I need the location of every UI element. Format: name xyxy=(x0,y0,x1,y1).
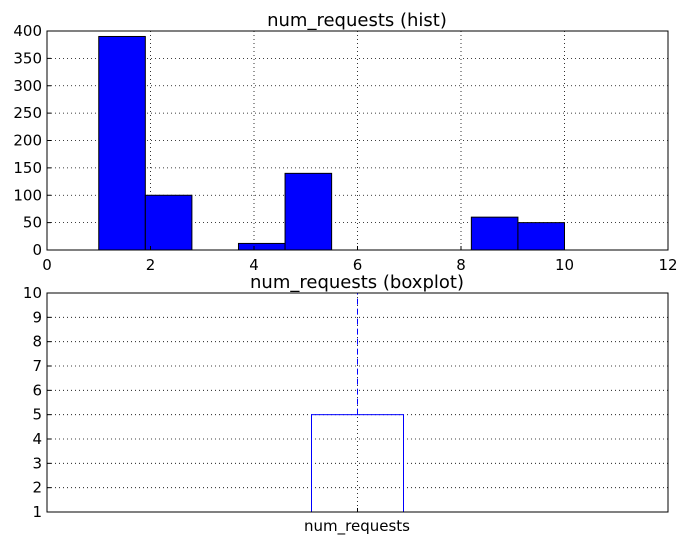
histogram-y-tick-label: 150 xyxy=(13,159,42,177)
histogram-bar xyxy=(144,194,193,251)
histogram-x-tick-label: 12 xyxy=(658,256,677,274)
histogram-x-tick-label: 2 xyxy=(146,256,156,274)
histogram-y-tick-label: 50 xyxy=(23,214,42,232)
histogram-axes: num_requests (hist) 0 2 4 6 8 10 12 0 50 100 150 2… xyxy=(13,10,677,274)
histogram-y-tick-label: 300 xyxy=(13,77,42,95)
boxplot-y-tick-label: 2 xyxy=(32,479,42,497)
histogram-x-ticks: 0 2 4 6 8 10 12 xyxy=(42,246,678,274)
histogram-title: num_requests (hist) xyxy=(267,10,447,31)
histogram-x-tick-label: 8 xyxy=(456,256,466,274)
boxplot-y-tick-label: 7 xyxy=(32,357,42,375)
histogram-y-tick-label: 250 xyxy=(13,104,42,122)
boxplot-frame xyxy=(46,292,669,513)
histogram-y-tick-label: 350 xyxy=(13,49,42,67)
histogram-x-tick-label: 0 xyxy=(42,256,52,274)
boxplot-y-tick-label: 9 xyxy=(32,308,42,326)
boxplot-title: num_requests (boxplot) xyxy=(250,272,464,293)
histogram-y-tick-label: 0 xyxy=(32,241,42,259)
histogram-bar xyxy=(98,35,146,251)
boxplot-y-ticks: 1 2 3 4 5 6 7 8 9 10 xyxy=(23,284,51,521)
boxplot-y-tick-label: 3 xyxy=(32,454,42,472)
boxplot-y-tick-label: 5 xyxy=(32,406,42,424)
boxplot-y-tick-label: 8 xyxy=(32,333,42,351)
boxplot-y-tick-label: 1 xyxy=(32,503,42,521)
boxplot-y-tick-label: 6 xyxy=(32,381,42,399)
histogram-y-tick-label: 200 xyxy=(13,132,42,150)
histogram-y-tick-label: 400 xyxy=(13,22,42,40)
histogram-bar xyxy=(517,222,565,251)
boxplot-axes: 1 2 3 4 5 6 7 8 9 10 num_requests num_requests (b… xyxy=(23,272,669,536)
histogram-bar xyxy=(470,216,519,251)
histogram-grid xyxy=(47,31,668,250)
histogram-bar xyxy=(237,242,286,251)
histogram-x-tick-label: 6 xyxy=(353,256,363,274)
histogram-x-tick-label: 10 xyxy=(555,256,574,274)
histogram-x-tick-label: 4 xyxy=(249,256,259,274)
boxplot-category-label: num_requests xyxy=(304,517,410,536)
histogram-y-ticks: 0 50 100 150 200 250 300 350 400 xyxy=(13,22,51,259)
histogram-bar xyxy=(284,172,333,251)
boxplot-y-tick-label: 4 xyxy=(32,430,42,448)
histogram-bars xyxy=(98,35,565,251)
boxplot-y-tick-label: 10 xyxy=(23,284,42,302)
histogram-y-tick-label: 100 xyxy=(13,186,42,204)
